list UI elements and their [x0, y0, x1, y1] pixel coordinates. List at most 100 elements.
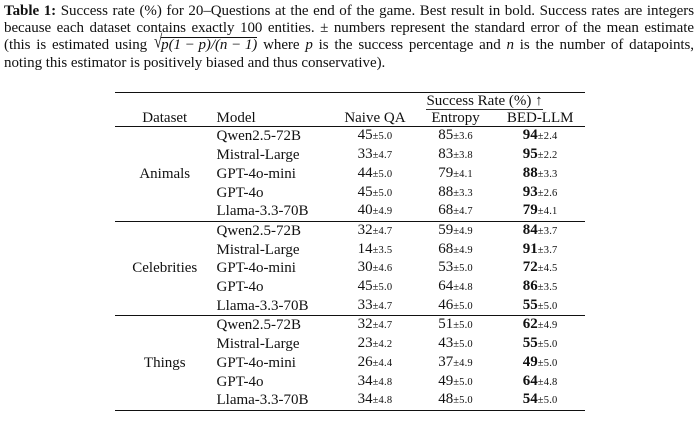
entropy-cell: 53±5.0 — [416, 259, 496, 278]
col-header-dataset: Dataset — [142, 109, 188, 126]
success-value: 88 — [438, 183, 454, 200]
success-rate-header: Success Rate (%) ↑ — [334, 93, 585, 110]
bed-llm-cell: 54±5.0 — [495, 391, 585, 410]
value-with-error: 88±3.3 — [523, 165, 558, 184]
naive-qa-cell: 45±5.0 — [334, 127, 416, 146]
table-row: Mistral-Large 23±4.2 43±5.0 55±5.0 — [115, 335, 585, 354]
table-row: Qwen2.5-72B 32±4.7 51±5.0 62±4.9 — [115, 315, 585, 335]
success-value: 88 — [522, 164, 538, 181]
success-value: 49 — [522, 353, 538, 370]
standard-error: ±3.8 — [453, 150, 473, 162]
table-body: Qwen2.5-72B 45±5.0 85±3.6 94±2.4 Mistral-Lar… — [115, 127, 585, 411]
caption-text-after: is the number of datapoints, noting this… — [4, 37, 694, 71]
entropy-cell: 83±3.8 — [416, 146, 496, 165]
value-with-error: 34±4.8 — [358, 391, 393, 410]
bed-llm-cell: 72±4.5 — [495, 259, 585, 278]
bed-llm-cell: 84±3.7 — [495, 221, 585, 240]
success-value: 72 — [522, 259, 538, 276]
value-with-error: 43±5.0 — [438, 335, 473, 354]
value-with-error: 85±3.6 — [438, 127, 473, 146]
model-cell: GPT-4o — [216, 373, 264, 390]
value-with-error: 49±5.0 — [438, 373, 473, 392]
caption-var-p: p — [305, 37, 313, 54]
naive-qa-cell: 23±4.2 — [334, 335, 416, 354]
standard-error: ±4.8 — [453, 282, 473, 294]
table-row: Animals GPT-4o-mini 44±5.0 79±4.1 88±3.3 — [115, 165, 585, 184]
dataset-cell — [115, 146, 214, 165]
success-value: 79 — [438, 164, 454, 181]
entropy-cell: 85±3.6 — [416, 127, 496, 146]
entropy-cell: 51±5.0 — [416, 316, 496, 335]
standard-error: ±4.4 — [372, 357, 393, 369]
standard-error: ±4.2 — [372, 339, 393, 351]
standard-error: ±5.0 — [453, 263, 473, 275]
caption-var-n: n — [506, 37, 515, 54]
standard-error: ±3.7 — [537, 225, 558, 237]
value-with-error: 64±4.8 — [523, 373, 558, 392]
model-cell: GPT-4o — [216, 184, 264, 201]
success-value: 53 — [438, 259, 454, 276]
value-with-error: 55±5.0 — [523, 297, 558, 316]
success-value: 32 — [357, 316, 373, 333]
value-with-error: 93±2.6 — [523, 184, 558, 203]
value-with-error: 64±4.8 — [438, 278, 473, 297]
bed-llm-cell: 49±5.0 — [495, 354, 585, 373]
success-value: 37 — [438, 353, 454, 370]
standard-error: ±4.5 — [537, 263, 558, 275]
dataset-cell — [115, 278, 214, 297]
value-with-error: 32±4.7 — [358, 222, 393, 241]
standard-error: ±4.8 — [537, 376, 558, 388]
standard-error: ±4.7 — [453, 206, 473, 218]
value-with-error: 37±4.9 — [438, 354, 473, 373]
standard-error: ±3.5 — [537, 282, 558, 294]
success-value: 45 — [357, 127, 373, 144]
value-with-error: 44±5.0 — [358, 165, 393, 184]
success-value: 83 — [438, 146, 454, 163]
success-value: 62 — [522, 316, 538, 333]
model-cell: Llama-3.3-70B — [216, 203, 309, 220]
bed-llm-cell: 64±4.8 — [495, 373, 585, 392]
dataset-cell — [115, 391, 214, 410]
naive-qa-cell: 32±4.7 — [334, 221, 416, 240]
value-with-error: 91±3.7 — [523, 241, 558, 260]
value-with-error: 51±5.0 — [438, 316, 473, 335]
standard-error: ±3.7 — [537, 244, 558, 256]
success-value: 94 — [522, 127, 538, 144]
naive-qa-cell: 45±5.0 — [334, 278, 416, 297]
table-row: Mistral-Large 33±4.7 83±3.8 95±2.2 — [115, 146, 585, 165]
model-cell: Llama-3.3-70B — [216, 392, 309, 409]
bed-llm-cell: 94±2.4 — [495, 127, 585, 146]
standard-error: ±5.0 — [537, 300, 558, 312]
entropy-cell: 64±4.8 — [416, 278, 496, 297]
bed-llm-cell: 93±2.6 — [495, 184, 585, 203]
standard-error: ±4.9 — [453, 225, 473, 237]
standard-error: ±4.9 — [453, 357, 473, 369]
success-value: 86 — [522, 278, 538, 295]
results-table: Success Rate (%) ↑ Dataset Model Naive Q… — [115, 92, 585, 411]
standard-error: ±4.7 — [372, 225, 393, 237]
bed-llm-cell: 91±3.7 — [495, 241, 585, 260]
table-row: Llama-3.3-70B 40±4.9 68±4.7 79±4.1 — [115, 202, 585, 221]
success-value: 49 — [438, 372, 454, 389]
formula-text: p(1 − p)/(n − 1) — [161, 37, 258, 54]
dataset-cell — [115, 202, 214, 221]
standard-error: ±4.9 — [453, 244, 473, 256]
value-with-error: 68±4.7 — [438, 202, 473, 221]
model-cell: Qwen2.5-72B — [216, 317, 302, 334]
standard-error: ±3.3 — [537, 168, 558, 180]
entropy-cell: 68±4.7 — [416, 202, 496, 221]
success-value: 32 — [357, 221, 373, 238]
standard-error: ±5.0 — [453, 320, 473, 332]
dataset-cell — [115, 297, 214, 316]
standard-error: ±2.6 — [537, 187, 558, 199]
standard-error: ±3.6 — [453, 131, 473, 143]
col-header-bed-llm: BED-LLM — [506, 109, 574, 126]
entropy-cell: 59±4.9 — [416, 221, 496, 240]
value-with-error: 49±5.0 — [523, 354, 558, 373]
dataset-cell — [115, 184, 214, 203]
value-with-error: 53±5.0 — [438, 259, 473, 278]
success-value: 68 — [438, 202, 454, 219]
standard-error: ±4.1 — [453, 168, 473, 180]
standard-error: ±4.7 — [372, 320, 393, 332]
success-value: 23 — [357, 335, 373, 352]
